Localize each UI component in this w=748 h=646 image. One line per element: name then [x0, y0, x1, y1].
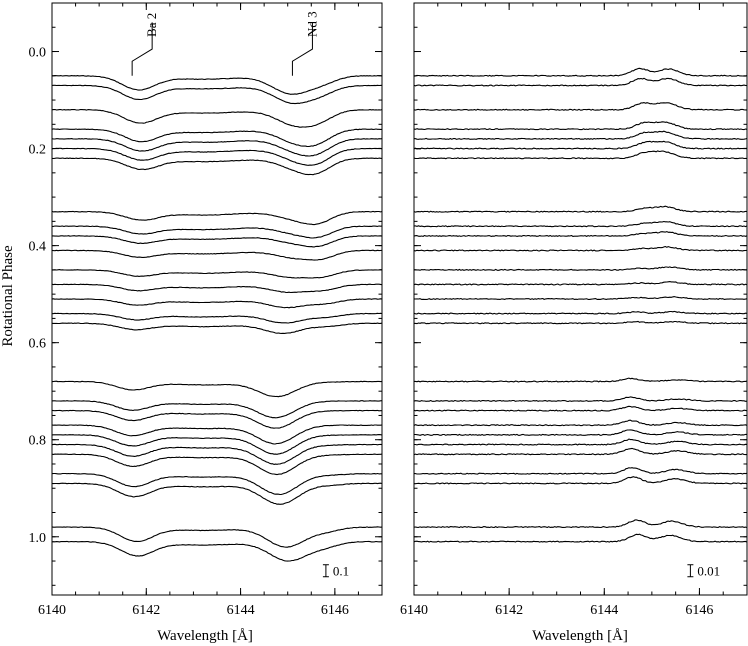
y-tick-label: 1.0 [29, 531, 47, 546]
spectrum-line [51, 157, 383, 176]
spectrum-line [413, 140, 748, 150]
spectrum-line [51, 409, 382, 429]
spectrum-line [413, 396, 748, 402]
spectrum-line [413, 320, 748, 325]
scale-bar-label: 0.1 [333, 564, 349, 579]
spectrum-line [414, 220, 748, 228]
spectrum-line [52, 225, 383, 239]
spectrum-line [51, 147, 383, 166]
x-tick-label: 6142 [132, 603, 160, 618]
spectrum-line [413, 150, 747, 160]
spectrum-line [51, 312, 383, 324]
x-tick-label: 6144 [590, 603, 618, 618]
spectrum-line [414, 377, 748, 383]
spectrum-line [51, 540, 383, 562]
line-marker [291, 22, 313, 76]
spectrum-line [51, 434, 383, 455]
y-tick-label: 0.2 [29, 143, 47, 158]
spectrum-line [413, 245, 748, 252]
spectrum-line [51, 453, 383, 476]
y-tick-label: 0.4 [29, 240, 47, 255]
spectrum-line [51, 472, 382, 496]
x-axis-label-right: Wavelength [Å] [532, 628, 628, 644]
spectrum-line [51, 249, 383, 261]
spectrum-line [413, 67, 748, 77]
spectrum-line [51, 269, 383, 279]
spectrum-line [413, 447, 747, 456]
x-tick-label: 6144 [227, 603, 255, 618]
spectrum-line [413, 519, 748, 529]
spectrum-line [413, 77, 748, 87]
y-tick-label: 0.8 [29, 434, 47, 449]
spectrum-line [51, 84, 383, 105]
left-panel: 6140 6142 6144 6146 0.0 0.2 0.4 0.6 0.8 1.0 0.1 Ba … [29, 2, 383, 618]
scale-bar-label: 0.01 [697, 564, 720, 579]
spectrum-line [51, 380, 382, 398]
y-tick-label: 0.6 [29, 337, 47, 352]
x-tick-label: 6140 [400, 603, 428, 618]
line-annotation: Nd 3 [304, 11, 319, 37]
x-tick-label: 6146 [685, 603, 713, 618]
spectrum-line [413, 130, 748, 140]
spectrum-line [51, 138, 383, 157]
x-tick-label: 6146 [321, 603, 349, 618]
spectrum-line [414, 476, 748, 485]
spectrum-line [413, 310, 748, 315]
spectrum-line [413, 102, 748, 111]
spectrum-line [413, 205, 748, 213]
spectrum-line [51, 283, 383, 294]
spectrum-line [51, 526, 383, 548]
spectrum-line [51, 482, 383, 505]
y-tick-label: 0.0 [29, 46, 47, 61]
spectrum-line [51, 298, 383, 309]
spectrum-line [51, 443, 383, 465]
x-tick-label: 6140 [38, 603, 66, 618]
spectrum-line [413, 281, 748, 286]
spectrum-line [51, 128, 382, 148]
x-tick-label: 6142 [495, 603, 523, 618]
spectrum-line [414, 467, 748, 475]
spectrum-line [413, 533, 748, 543]
spectrum-line [414, 438, 748, 446]
spectrum-line [413, 121, 748, 131]
x-axis-label-left: Wavelength [Å] [157, 628, 253, 644]
spectrum-line [413, 405, 748, 412]
right-panel: 6140 6142 6144 6146 0.01 [400, 2, 748, 618]
spectrum-line [51, 210, 383, 226]
line-annotation: Ba 2 [144, 13, 159, 37]
line-marker [131, 22, 153, 76]
spectrum-line [51, 400, 383, 419]
spectrum-line [52, 235, 383, 248]
y-axis-label: Rotational Phase [0, 245, 16, 347]
spectrum-line [413, 266, 747, 271]
spectrum-line [51, 424, 383, 445]
spectrum-line [51, 108, 383, 128]
spectrum-line [51, 322, 383, 334]
spectrum-line [413, 419, 748, 427]
spectrum-line [413, 296, 748, 300]
spectrum-line [413, 231, 748, 237]
spectrum-line [414, 429, 747, 436]
spectrum-line [52, 75, 383, 95]
